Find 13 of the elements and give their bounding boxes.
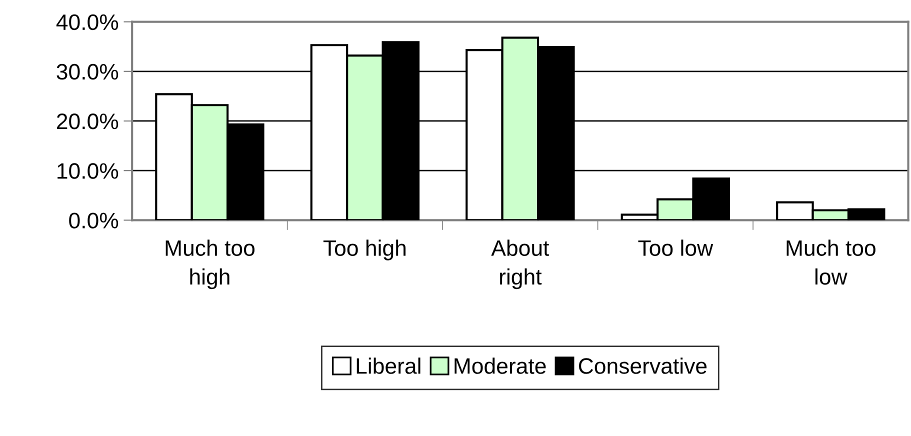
legend-label: Conservative: [578, 358, 707, 374]
y-tick-label: 30.0%: [56, 64, 118, 80]
x-tick-label: Too high: [323, 240, 406, 260]
legend-label: Moderate: [454, 358, 546, 374]
y-tick-label: 0.0%: [69, 212, 118, 228]
x-tick-label: Much too low: [786, 240, 876, 285]
x-tick-label: Too low: [638, 240, 714, 256]
y-tick-label: 20.0%: [57, 114, 118, 130]
y-tick-label: 10.0%: [58, 163, 118, 179]
x-tick-label: Much too high: [166, 240, 254, 290]
x-tick-label: About right: [491, 240, 550, 290]
y-tick-label: 40.0%: [56, 14, 118, 30]
legend-label: Liberal: [356, 358, 420, 374]
